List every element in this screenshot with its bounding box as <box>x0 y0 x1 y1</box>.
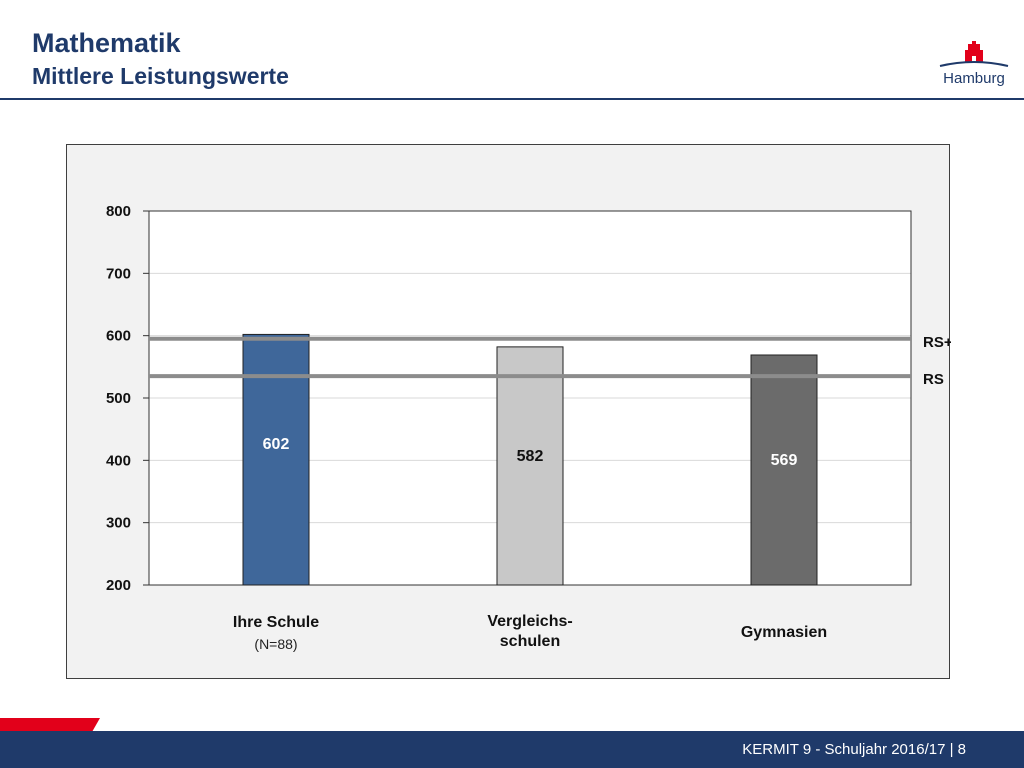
bar-chart: 200 300 400 500 600 700 800 RS+ RS 602 582 569 <box>106 203 951 594</box>
x-tick-label: Ihre Schule <box>232 614 320 631</box>
header-rule <box>0 98 1024 100</box>
y-tick-label: 300 <box>106 515 131 532</box>
y-tick-label: 400 <box>106 452 131 469</box>
page-title: Mathematik <box>32 28 181 58</box>
reference-line-label: RS+ <box>923 334 951 351</box>
bar-value-label: 569 <box>771 452 798 469</box>
y-tick-label: 700 <box>106 265 131 282</box>
reference-line-label: RS <box>923 371 944 388</box>
x-tick-label: Vergleichs-schulen <box>487 613 573 650</box>
bar <box>750 354 818 586</box>
bar <box>496 346 564 586</box>
footer-text: KERMIT 9 - Schuljahr 2016/17 | 8 <box>742 741 966 758</box>
chart-frame: 200 300 400 500 600 700 800 RS+ RS 602 582 569 Ihre… <box>66 144 951 679</box>
logo-text: Hamburg <box>943 70 1005 87</box>
y-tick-label: 200 <box>106 577 131 594</box>
y-tick-label: 800 <box>106 203 131 220</box>
y-tick-label: 600 <box>106 328 131 345</box>
x-tick-label: Gymnasien <box>740 624 828 641</box>
bar-value-label: 582 <box>517 448 544 465</box>
hamburg-castle-icon <box>939 41 1009 67</box>
footer-bar <box>0 731 1024 768</box>
page-subtitle: Mittlere Leistungswerte <box>32 63 289 89</box>
bar-value-label: 602 <box>263 436 290 453</box>
bar <box>242 333 310 586</box>
header: Mathematik Mittlere Leistungswerte Hambu… <box>0 0 1024 100</box>
hamburg-logo: Hamburg <box>932 40 1016 94</box>
x-tick-sublabel: (N=88) <box>254 636 298 652</box>
y-tick-label: 500 <box>106 390 131 407</box>
